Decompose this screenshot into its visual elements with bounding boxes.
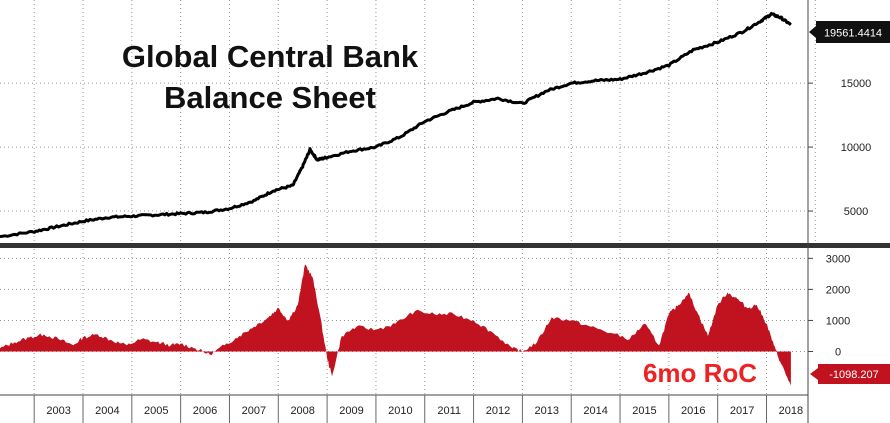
xtick-2014: 2014: [583, 405, 607, 417]
xtick-2006: 2006: [193, 405, 217, 417]
xtick-2016: 2016: [681, 405, 705, 417]
ytick-bottom-3000: 3000: [826, 253, 850, 265]
chart-title: Global Central Bank: [122, 39, 419, 74]
xtick-2017: 2017: [730, 405, 754, 417]
xtick-2008: 2008: [290, 405, 314, 417]
balance-sheet-line-series: [0, 12, 792, 239]
xtick-2011: 2011: [437, 405, 461, 417]
xtick-2007: 2007: [242, 405, 266, 417]
panel-divider: [0, 243, 890, 248]
last-value-bottom-label: -1098.207: [829, 369, 879, 381]
ytick-top-15000: 15000: [841, 78, 872, 90]
roc-label: 6mo RoC: [643, 358, 757, 388]
x-axis-ticks: 2003 2004 2005 2006 2007 2008 2009 2010 2011 2012…: [33, 395, 803, 423]
xtick-2004: 2004: [95, 405, 119, 417]
ytick-bottom-1000: 1000: [826, 315, 850, 327]
xtick-2009: 2009: [339, 405, 363, 417]
ytick-bottom-2000: 2000: [826, 284, 850, 296]
last-value-flag-top: 19561.4414: [809, 21, 890, 43]
last-value-top-label: 19561.4414: [824, 28, 882, 40]
xtick-2003: 2003: [46, 405, 70, 417]
top-y-axis-ticks: 5000 10000 15000: [808, 78, 871, 218]
chart-subtitle: Balance Sheet: [164, 80, 376, 115]
ytick-bottom-0: 0: [835, 347, 841, 359]
ytick-top-5000: 5000: [844, 206, 868, 218]
roc-area-series: [0, 264, 791, 386]
bottom-y-axis-ticks: 3000 2000 1000 0: [808, 253, 850, 359]
xtick-2013: 2013: [535, 405, 559, 417]
xtick-2010: 2010: [388, 405, 412, 417]
xtick-2012: 2012: [486, 405, 510, 417]
xtick-2018: 2018: [779, 405, 803, 417]
top-horizontal-gridlines: [0, 82, 808, 212]
ytick-top-10000: 10000: [841, 142, 872, 154]
last-value-flag-bottom: -1098.207: [810, 364, 890, 384]
xtick-2015: 2015: [632, 405, 656, 417]
xtick-2005: 2005: [144, 405, 168, 417]
